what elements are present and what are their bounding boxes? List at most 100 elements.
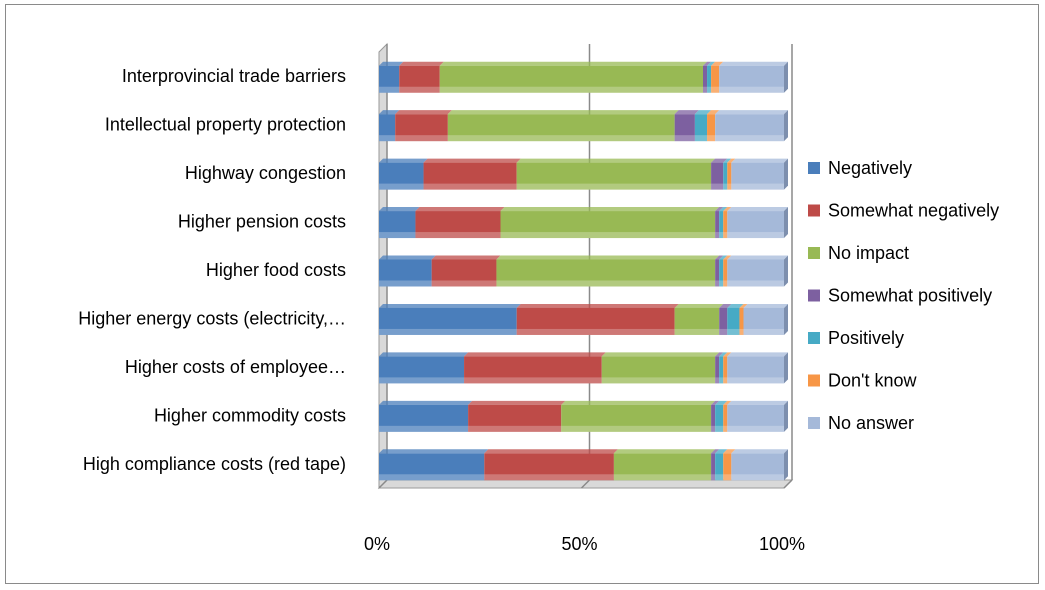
bar-top-5-1 xyxy=(379,255,436,260)
bar-top-9-2 xyxy=(484,449,618,454)
bar-9-6 xyxy=(723,453,732,481)
bar-highlight-4-3 xyxy=(500,232,716,239)
bar-4-6 xyxy=(723,211,728,239)
bar-6-6 xyxy=(739,307,744,335)
bar-highlight-3-5 xyxy=(723,183,728,190)
legend-label: Somewhat positively xyxy=(828,286,992,306)
bar-highlight-3-2 xyxy=(423,183,517,190)
gridline-floor-100 xyxy=(783,479,793,489)
category-label: Higher energy costs (electricity,… xyxy=(78,308,346,328)
bar-top-2-7 xyxy=(715,110,788,115)
bar-7-4 xyxy=(715,356,720,384)
bar-top-7-5 xyxy=(719,352,728,357)
category-label: Interprovincial trade barriers xyxy=(122,66,346,86)
bar-1-1 xyxy=(379,65,400,93)
bar-highlight-1-1 xyxy=(379,86,400,93)
bar-top-9-5 xyxy=(715,449,728,454)
bar-top-3-5 xyxy=(723,158,732,163)
bar-top-9-7 xyxy=(731,449,788,454)
bar-highlight-5-4 xyxy=(715,280,720,287)
bar-highlight-7-4 xyxy=(715,377,720,384)
legend-swatch-6 xyxy=(808,374,820,387)
bar-highlight-2-3 xyxy=(447,135,675,142)
bar-top-1-5 xyxy=(707,61,716,66)
bar-top-6-6 xyxy=(739,303,748,308)
bar-highlight-3-7 xyxy=(731,183,784,190)
bar-9-7 xyxy=(731,453,784,481)
bar-8-6 xyxy=(723,404,728,432)
bar-5-6 xyxy=(723,259,728,287)
gridline-floor-0 xyxy=(378,479,388,489)
bar-top-5-3 xyxy=(496,255,720,260)
bar-5-2 xyxy=(431,259,497,287)
legend-swatch-7 xyxy=(808,417,820,429)
bar-highlight-6-3 xyxy=(674,328,720,335)
bar-6-2 xyxy=(516,307,675,335)
bar-top-9-1 xyxy=(379,449,489,454)
bar-highlight-7-6 xyxy=(723,377,728,384)
bar-top-5-6 xyxy=(723,255,732,260)
bar-top-9-6 xyxy=(723,449,736,454)
bar-top-6-1 xyxy=(379,303,521,308)
bar-top-2-5 xyxy=(694,110,712,115)
bar-top-2-4 xyxy=(674,110,699,115)
bar-highlight-1-4 xyxy=(703,86,708,93)
bar-highlight-4-1 xyxy=(379,232,416,239)
bar-top-2-2 xyxy=(395,110,452,115)
legend-label: No answer xyxy=(828,413,914,433)
bar-top-1-6 xyxy=(711,61,724,66)
bar-9-1 xyxy=(379,453,485,481)
bar-9-3 xyxy=(613,453,712,481)
bar-end-4 xyxy=(784,207,788,239)
bar-7-6 xyxy=(723,356,728,384)
bar-top-8-1 xyxy=(379,400,473,405)
bar-top-8-5 xyxy=(715,400,728,405)
bar-highlight-6-6 xyxy=(739,328,744,335)
bar-top-8-7 xyxy=(727,400,788,405)
bar-top-5-7 xyxy=(727,255,788,260)
bar-highlight-5-2 xyxy=(431,280,497,287)
bar-top-3-6 xyxy=(727,158,736,163)
bar-5-3 xyxy=(496,259,716,287)
bar-highlight-4-2 xyxy=(415,232,501,239)
bar-highlight-4-5 xyxy=(719,232,724,239)
bar-top-1-1 xyxy=(379,61,404,66)
bar-highlight-4-4 xyxy=(715,232,720,239)
bar-top-1-7 xyxy=(719,61,788,66)
bar-highlight-9-7 xyxy=(731,474,784,481)
stacked-bar-chart: Interprovincial trade barriers Intellectu… xyxy=(78,42,999,554)
bar-8-7 xyxy=(727,404,784,432)
bar-highlight-9-1 xyxy=(379,474,485,481)
bar-top-3-2 xyxy=(423,158,521,163)
bar-highlight-2-2 xyxy=(395,135,448,142)
bar-highlight-2-5 xyxy=(694,135,708,142)
bar-3-6 xyxy=(727,162,732,190)
bar-highlight-7-1 xyxy=(379,377,465,384)
bar-6-5 xyxy=(727,307,740,335)
bar-end-1 xyxy=(784,61,788,93)
category-label: Higher food costs xyxy=(206,260,346,280)
bar-3-1 xyxy=(379,162,424,190)
bar-highlight-9-6 xyxy=(723,474,732,481)
legend-label: No impact xyxy=(828,243,909,263)
bar-highlight-5-5 xyxy=(719,280,724,287)
bar-8-3 xyxy=(561,404,712,432)
bar-top-3-7 xyxy=(731,158,788,163)
bar-highlight-7-2 xyxy=(464,377,602,384)
bar-top-5-4 xyxy=(715,255,724,260)
bar-1-6 xyxy=(711,65,720,93)
bar-8-2 xyxy=(468,404,562,432)
bar-3-2 xyxy=(423,162,517,190)
bar-highlight-8-7 xyxy=(727,425,784,432)
bar-highlight-1-5 xyxy=(707,86,712,93)
bar-top-1-2 xyxy=(399,61,444,66)
legend-swatch-1 xyxy=(808,162,820,174)
bar-end-2 xyxy=(784,110,788,142)
bar-highlight-1-2 xyxy=(399,86,440,93)
bar-end-6 xyxy=(784,303,788,335)
bar-highlight-3-1 xyxy=(379,183,424,190)
bar-top-4-1 xyxy=(379,207,420,212)
bar-end-3 xyxy=(784,158,788,190)
bar-highlight-9-5 xyxy=(715,474,724,481)
bar-7-7 xyxy=(727,356,784,384)
